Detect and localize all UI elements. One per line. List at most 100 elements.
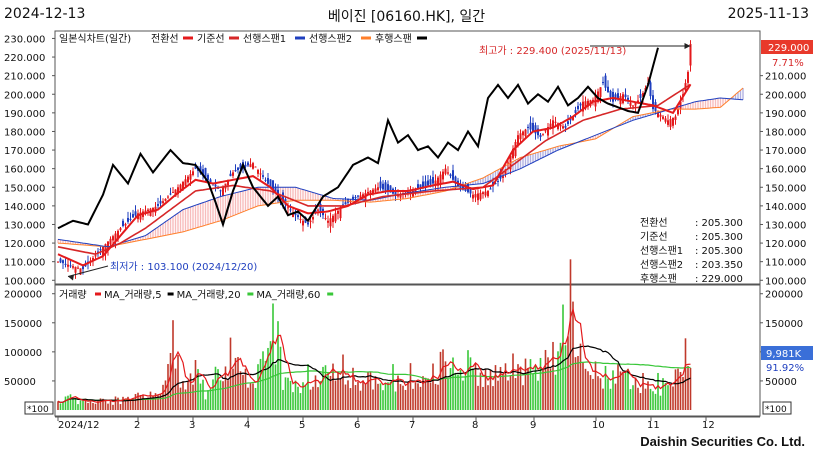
volume-bar bbox=[619, 371, 622, 410]
volume-bar bbox=[57, 401, 59, 410]
volume-bar bbox=[629, 389, 632, 410]
volume-bar bbox=[337, 372, 339, 410]
volume-bar bbox=[657, 372, 659, 410]
volume-bar bbox=[582, 362, 584, 410]
volume-bar bbox=[154, 393, 157, 410]
volume-bar bbox=[242, 374, 244, 410]
candle-body bbox=[234, 170, 237, 172]
price-legend-label: 기준선 bbox=[197, 33, 225, 45]
volume-bar bbox=[519, 366, 522, 410]
candle-body bbox=[479, 192, 482, 200]
candle-body bbox=[139, 212, 142, 220]
last-value-number: : 205.300 bbox=[695, 246, 743, 257]
volume-bar bbox=[152, 396, 154, 410]
candle-body bbox=[67, 264, 69, 267]
volume-bar bbox=[247, 387, 249, 410]
volume-bar bbox=[184, 389, 187, 410]
last-volume-label: 9,981K bbox=[766, 349, 802, 360]
volume-bar bbox=[469, 357, 472, 410]
candle-body bbox=[537, 128, 539, 136]
volume-bar bbox=[117, 397, 119, 410]
volume-bar bbox=[84, 398, 87, 410]
volume-bar bbox=[462, 380, 464, 410]
unit-label: *100 bbox=[765, 405, 787, 415]
candle-body bbox=[354, 196, 357, 199]
candle-body bbox=[174, 189, 177, 197]
x-month-label: 3 bbox=[189, 420, 195, 430]
max-arrow-head bbox=[684, 43, 691, 49]
base-line bbox=[57, 83, 691, 256]
volume-bar bbox=[357, 381, 359, 410]
volume-bar bbox=[612, 370, 614, 410]
last-change-label: 7.71% bbox=[772, 58, 804, 69]
x-month-label: 5 bbox=[299, 420, 305, 430]
volume-bar bbox=[147, 397, 149, 410]
broker-brand: Daishin Securities Co. Ltd. bbox=[640, 434, 805, 449]
candle-body bbox=[259, 173, 262, 175]
volume-bar bbox=[564, 345, 567, 410]
x-month-label: 7 bbox=[409, 420, 415, 430]
candle-body bbox=[477, 193, 479, 201]
candle-body bbox=[187, 176, 189, 183]
y-right-tick-label: 210.000 bbox=[765, 72, 806, 83]
min-price-annotation: 최저가 : 103.100 (2024/12/20) bbox=[110, 261, 257, 273]
volume-bar bbox=[209, 388, 212, 410]
candle-body bbox=[507, 162, 509, 164]
x-month-label: 6 bbox=[354, 420, 360, 430]
volume-bar bbox=[107, 403, 109, 410]
candle-body bbox=[622, 94, 624, 104]
last-price-label: 229.000 bbox=[768, 43, 809, 54]
candle-body bbox=[299, 218, 302, 220]
volume-bar bbox=[354, 385, 357, 410]
volume-bar bbox=[129, 400, 132, 410]
candle-body bbox=[382, 183, 384, 190]
volume-bar bbox=[609, 388, 612, 410]
candle-body bbox=[177, 187, 179, 195]
candle-body bbox=[262, 175, 264, 177]
candle-body bbox=[182, 181, 184, 190]
volume-bar bbox=[562, 304, 564, 410]
candle-body bbox=[179, 184, 182, 191]
candle-body bbox=[344, 202, 347, 205]
volume-bar bbox=[604, 365, 607, 410]
x-month-label: 10 bbox=[592, 420, 605, 430]
candle-body bbox=[122, 220, 124, 227]
candle-body bbox=[677, 109, 679, 115]
candle-body bbox=[442, 171, 444, 180]
volume-bar bbox=[632, 385, 634, 410]
candle-body bbox=[352, 196, 354, 200]
candle-body bbox=[439, 174, 442, 185]
candle-body bbox=[557, 123, 559, 130]
volume-bar bbox=[637, 387, 639, 410]
candle-body bbox=[584, 101, 587, 109]
lagging-span-line bbox=[57, 47, 659, 230]
volume-bar bbox=[392, 364, 394, 410]
chart-canvas[interactable]: 100.000 110.000 120.000 130.000 140.000 150.0… bbox=[0, 0, 813, 430]
candle-body bbox=[389, 185, 392, 193]
volume-bar bbox=[339, 378, 342, 410]
volume-bar bbox=[539, 357, 542, 410]
candle-body bbox=[277, 189, 279, 197]
volume-bar bbox=[447, 378, 449, 410]
candle-body bbox=[189, 173, 192, 180]
volume-bar bbox=[639, 393, 642, 410]
volume-bar bbox=[654, 393, 657, 410]
volume-bar bbox=[294, 380, 297, 410]
volume-bar bbox=[369, 371, 372, 410]
unit-box bbox=[762, 401, 792, 415]
volume-bar bbox=[172, 320, 174, 410]
candle-body bbox=[367, 191, 369, 194]
price-legend-label: 선행스팬2 bbox=[309, 33, 352, 45]
last-value-number: : 203.350 bbox=[695, 260, 743, 271]
volume-bar bbox=[322, 366, 324, 410]
volume-bar bbox=[332, 363, 334, 410]
candle-body bbox=[232, 172, 234, 176]
volume-bar bbox=[127, 396, 129, 410]
volume-legend-label: MA_거래량,5 bbox=[104, 289, 162, 301]
volume-bar bbox=[522, 385, 524, 410]
candle-body bbox=[209, 179, 212, 183]
candle-body bbox=[307, 222, 309, 225]
candle-body bbox=[632, 105, 634, 107]
y-right-tick-label: 100.000 bbox=[765, 276, 806, 287]
x-month-label: 4 bbox=[244, 420, 250, 430]
